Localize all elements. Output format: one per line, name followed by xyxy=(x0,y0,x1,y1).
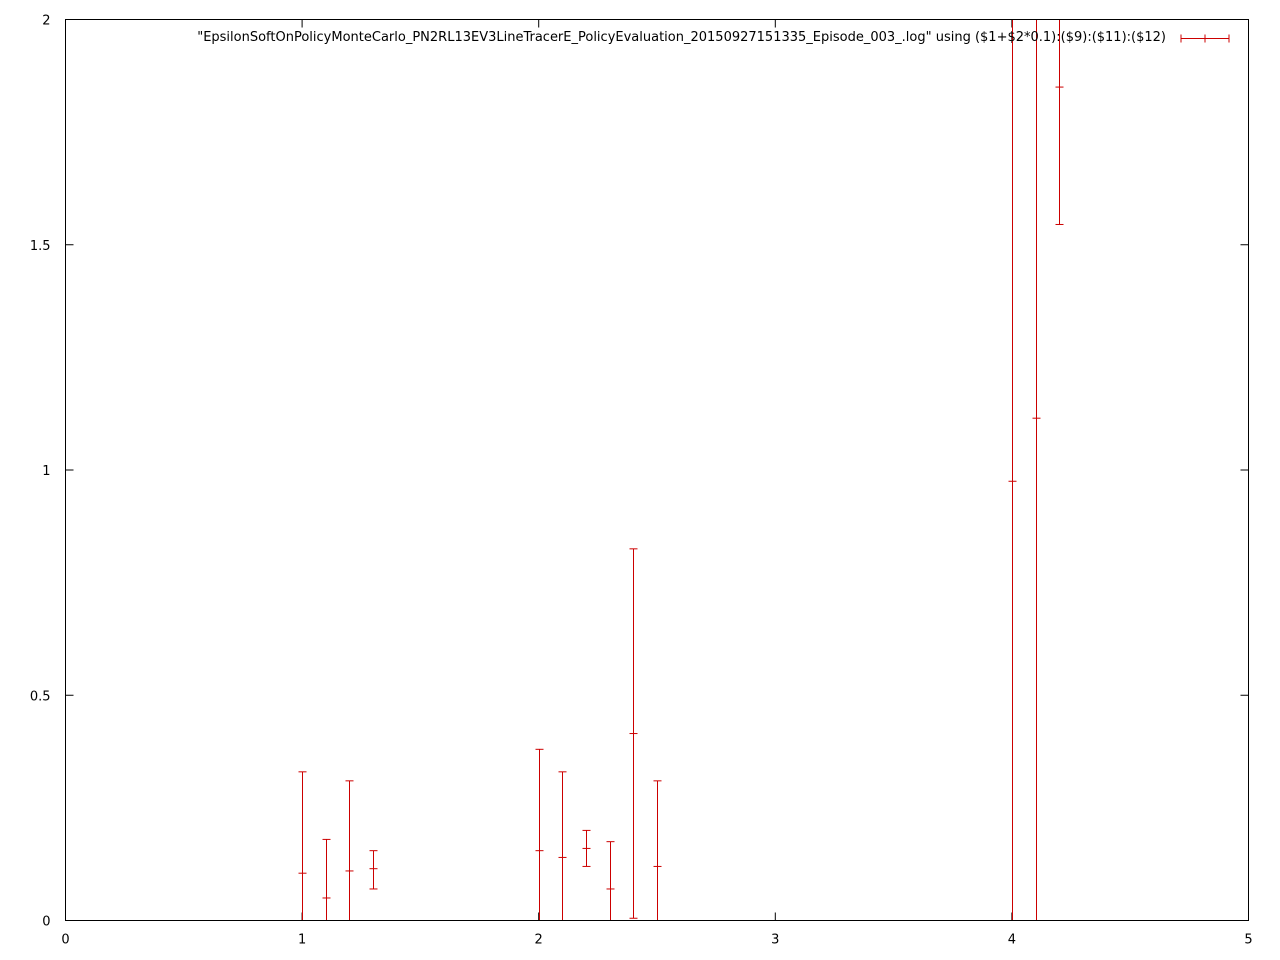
y-tick-label: 0.5 xyxy=(30,689,51,704)
y-tick-label: 2 xyxy=(42,14,50,29)
legend-label: "EpsilonSoftOnPolicyMonteCarlo_PN2RL13EV… xyxy=(197,30,1166,45)
error-bars xyxy=(298,19,1064,921)
error-bar xyxy=(298,771,307,921)
error-bar xyxy=(1032,19,1041,921)
y-tick-label: 1 xyxy=(42,464,50,479)
error-bar xyxy=(582,829,591,867)
error-bar xyxy=(629,548,638,919)
plot-area-border xyxy=(65,19,1249,921)
x-tick-label: 5 xyxy=(1244,933,1252,948)
x-tick-label: 0 xyxy=(61,933,69,948)
x-tick-label: 1 xyxy=(298,933,306,948)
y-tick-label: 0 xyxy=(42,915,50,930)
error-bar xyxy=(369,850,378,890)
error-bar xyxy=(1055,19,1064,225)
error-bar xyxy=(653,780,662,921)
error-bar xyxy=(345,780,354,921)
x-tick-label: 4 xyxy=(1008,933,1016,948)
error-bar xyxy=(535,748,544,921)
error-bar xyxy=(322,838,331,921)
x-tick-label: 3 xyxy=(771,933,779,948)
legend-sample xyxy=(1180,34,1230,43)
error-bar xyxy=(558,771,567,921)
legend: "EpsilonSoftOnPolicyMonteCarlo_PN2RL13EV… xyxy=(197,30,1230,45)
x-tick-label: 2 xyxy=(535,933,543,948)
error-bar xyxy=(1008,19,1017,921)
tick-labels: 0 1 2 3 4 5 0 0.5 1 1.5 2 xyxy=(30,14,1253,948)
error-bar xyxy=(606,841,615,921)
y-tick-label: 1.5 xyxy=(30,239,51,254)
